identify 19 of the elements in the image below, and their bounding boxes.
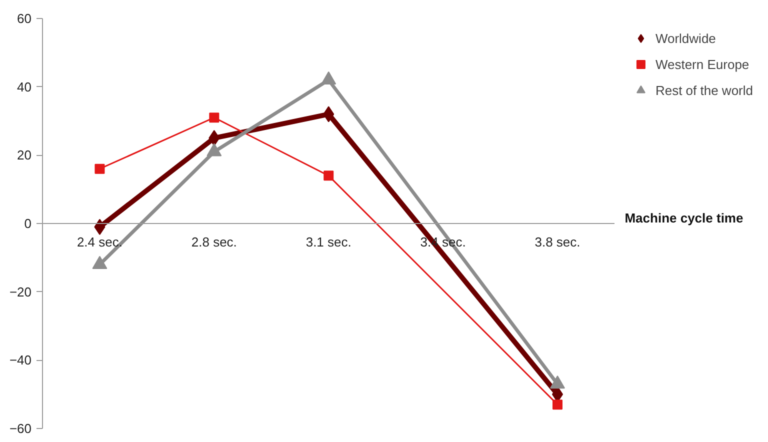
x-tick-label: 3.1 sec. (306, 234, 352, 250)
point (209, 112, 220, 123)
y-tick-label: 0 (24, 216, 32, 231)
x-tick-label: 2.8 sec. (191, 234, 237, 250)
legend-label: Worldwide (655, 30, 716, 46)
x-axis-title: Machine cycle time (624, 210, 744, 226)
legend-label: Western Europe (655, 56, 750, 72)
legend-label: Rest of the world (655, 82, 753, 98)
point (94, 164, 105, 174)
y-tick-label: 40 (17, 79, 32, 94)
x-tick-label: 2.4 sec. (76, 234, 122, 250)
point (552, 400, 562, 410)
y-tick-label: −20 (9, 284, 32, 300)
y-tick-label: −60 (9, 421, 32, 436)
y-tick-label: −40 (9, 352, 32, 368)
point (324, 170, 334, 181)
y-tick-label: 20 (17, 148, 32, 163)
y-tick-label: 60 (17, 11, 32, 26)
x-tick-label: 3.8 sec. (534, 234, 580, 250)
